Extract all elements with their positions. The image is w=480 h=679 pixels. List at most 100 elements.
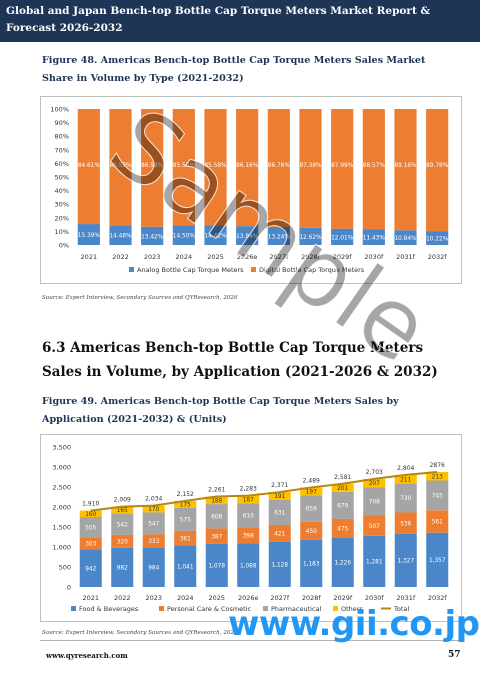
bar-segment-digital	[77, 109, 100, 225]
legend-label: Digital Bottle Cap Torque Meters	[259, 266, 365, 274]
page-number: 57	[448, 650, 461, 660]
footer-divider	[40, 640, 460, 641]
legend-label: Food & Beverages	[79, 605, 139, 613]
data-label: 1,078	[208, 564, 225, 570]
bar-segment-personal-care	[331, 518, 354, 538]
y-tick-label: 90%	[55, 119, 69, 127]
data-label: 86.16%	[236, 163, 259, 169]
y-tick-label: 3,000	[52, 464, 71, 472]
bar-segment-pharmaceutical	[394, 483, 417, 513]
data-label: 679	[337, 504, 348, 510]
bar-segment-food-beverages	[268, 541, 291, 587]
bar-segment-food-beverages	[111, 547, 134, 587]
sales-chart-frame: 0 500 1,000 1,500 2,000 2,500 3,000 3,500 942 303…	[40, 434, 462, 622]
data-label: 320	[117, 540, 128, 546]
x-tick-label: 2029f	[333, 253, 353, 261]
legend-swatch	[159, 606, 164, 611]
data-label: 84.61%	[78, 163, 101, 169]
share-by-type-chart: 0% 10% 20% 30% 40% 50% 60% 70% 80% 90% 100% 15.39% 8…	[50, 106, 449, 275]
figure-49-title: Figure 49. Americas Bench-top Bottle Cap…	[42, 396, 399, 425]
bar-segment-analog	[141, 226, 164, 245]
data-label: 10.84%	[394, 236, 417, 242]
data-label: 333	[148, 539, 159, 545]
data-label: 421	[274, 532, 285, 538]
bar-segment-pharmaceutical	[79, 517, 102, 538]
total-label: 2,261	[208, 487, 225, 494]
data-label: 361	[180, 536, 191, 542]
data-label: 188	[211, 499, 222, 505]
footer-url[interactable]: www.qyresearch.com	[46, 651, 128, 660]
bar-segment-analog	[267, 226, 290, 245]
bar-segment-personal-care	[111, 534, 134, 548]
bar-segment-pharmaceutical	[331, 491, 354, 519]
bar-segment-food-beverages	[205, 543, 228, 587]
bar-segment-personal-care	[205, 528, 228, 544]
y-tick-label: 30%	[55, 201, 69, 209]
x-tick-label: 2026e	[237, 253, 258, 261]
x-tick-label: 2025	[207, 253, 224, 261]
data-label: 536	[400, 521, 411, 527]
bar-segment-personal-care	[426, 510, 449, 533]
total-label: 2,581	[334, 474, 351, 481]
data-label: 86.76%	[268, 163, 291, 169]
total-label: 2,703	[366, 469, 383, 476]
data-label: 507	[369, 524, 380, 530]
bar-segment-pharmaceutical	[205, 504, 228, 529]
bar-segment-pharmaceutical	[142, 512, 165, 535]
bar-segment-pharmaceutical	[363, 487, 386, 516]
bar-segment-others	[237, 495, 260, 504]
data-label: 608	[211, 514, 222, 520]
y-tick-label: 50%	[55, 174, 69, 182]
share-chart-frame: 0% 10% 20% 30% 40% 50% 60% 70% 80% 90% 100% 15.39% 8…	[40, 96, 462, 284]
total-label: 1,910	[82, 501, 99, 508]
legend-swatch	[71, 606, 76, 611]
x-tick-label: 2030f	[364, 253, 384, 261]
y-tick-label: 80%	[55, 133, 69, 141]
bar-segment-digital	[331, 109, 354, 229]
data-label: 14.42%	[204, 234, 227, 240]
bar-segment-pharmaceutical	[426, 480, 449, 511]
legend-label: Total	[393, 605, 409, 613]
y-tick-label: 3,500	[52, 444, 71, 452]
y-tick-label: 500	[59, 564, 71, 572]
x-tick-label: 2032f	[428, 594, 448, 602]
data-label: 86.58%	[141, 163, 164, 169]
bar-segment-personal-care	[300, 521, 323, 540]
x-tick-label: 2022	[114, 594, 131, 602]
legend-swatch	[263, 606, 268, 611]
header-bar: Global and Japan Bench-top Bottle Cap To…	[0, 0, 480, 42]
data-label: 15.39%	[78, 233, 101, 239]
data-label: 12.62%	[299, 235, 322, 241]
bar-segment-digital	[267, 109, 290, 227]
data-label: 1,088	[240, 563, 257, 569]
bar-segment-food-beverages	[300, 539, 323, 587]
bar-segment-others	[142, 505, 165, 513]
data-label: 89.78%	[426, 163, 449, 169]
bar-segment-digital	[109, 109, 132, 226]
y-tick-label: 40%	[55, 187, 69, 195]
data-label: 1,281	[366, 560, 383, 566]
bar-segment-analog	[109, 225, 132, 245]
x-tick-label: 2023	[145, 594, 162, 602]
bar-segment-digital	[172, 109, 195, 226]
y-tick-label: 20%	[55, 214, 69, 222]
total-label: 2,152	[177, 491, 194, 498]
data-label: 1,327	[397, 559, 414, 565]
data-label: 475	[337, 527, 348, 533]
data-label: 745	[432, 494, 443, 500]
data-label: 982	[117, 566, 128, 572]
bar-segment-others	[79, 510, 102, 517]
data-label: 398	[243, 534, 254, 540]
data-label: 450	[306, 529, 317, 535]
bar-segment-others	[268, 492, 291, 500]
data-label: 14.50%	[173, 234, 196, 240]
data-label: 197	[306, 490, 317, 496]
bar-segment-others	[111, 506, 134, 514]
x-tick-label: 2023	[144, 253, 161, 261]
bar-segment-others	[363, 478, 386, 488]
bar-segment-personal-care	[363, 515, 386, 536]
bar-segment-analog	[426, 231, 449, 245]
data-label: 1,041	[177, 564, 194, 570]
total-label: 2,804	[397, 465, 414, 472]
bar-segment-digital	[394, 109, 417, 231]
